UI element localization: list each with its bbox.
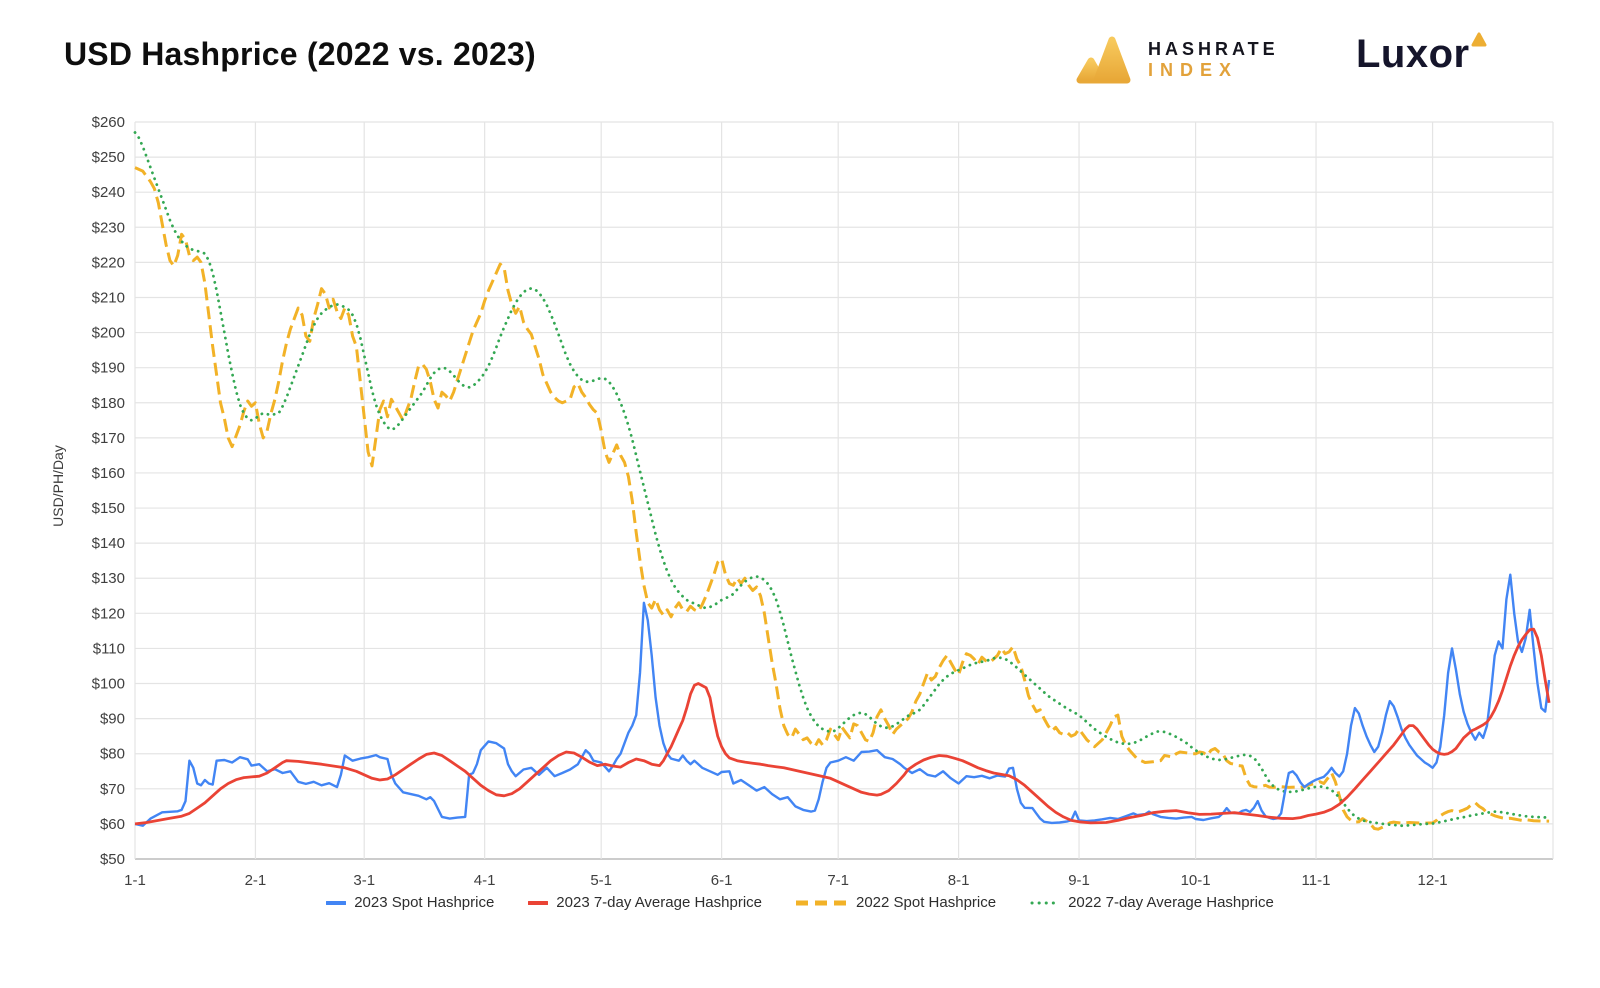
svg-text:10-1: 10-1 bbox=[1181, 872, 1211, 889]
svg-text:6-1: 6-1 bbox=[711, 872, 733, 889]
legend-label-2023-spot: 2023 Spot Hashprice bbox=[354, 894, 495, 911]
legend-label-2023-avg: 2023 7-day Average Hashprice bbox=[556, 894, 762, 911]
svg-text:$250: $250 bbox=[92, 149, 125, 166]
svg-text:12-1: 12-1 bbox=[1418, 872, 1448, 889]
svg-text:$100: $100 bbox=[92, 676, 125, 693]
svg-text:$130: $130 bbox=[92, 570, 125, 587]
legend-label-2022-spot: 2022 Spot Hashprice bbox=[856, 894, 997, 911]
hashrate-index-wordmark-bottom: INDEX bbox=[1148, 60, 1239, 80]
legend-swatch-2023-avg bbox=[528, 900, 549, 905]
svg-text:2-1: 2-1 bbox=[245, 872, 267, 889]
svg-text:$60: $60 bbox=[100, 816, 125, 833]
svg-text:$50: $50 bbox=[100, 851, 125, 868]
svg-text:$70: $70 bbox=[100, 781, 125, 798]
svg-text:7-1: 7-1 bbox=[827, 872, 849, 889]
luxor-wordmark: Luxor bbox=[1356, 32, 1470, 76]
legend-item-2022-avg: 2022 7-day Average Hashprice bbox=[1030, 894, 1274, 911]
svg-text:$160: $160 bbox=[92, 465, 125, 482]
svg-text:4-1: 4-1 bbox=[474, 872, 496, 889]
svg-text:$180: $180 bbox=[92, 395, 125, 412]
svg-text:$230: $230 bbox=[92, 219, 125, 236]
svg-text:$190: $190 bbox=[92, 360, 125, 377]
svg-text:8-1: 8-1 bbox=[948, 872, 970, 889]
svg-text:3-1: 3-1 bbox=[353, 872, 375, 889]
legend-swatch-2023-spot bbox=[326, 900, 347, 905]
legend-item-2022-spot: 2022 Spot Hashprice bbox=[796, 894, 996, 911]
svg-text:11-1: 11-1 bbox=[1302, 872, 1331, 889]
luxor-logo: Luxor bbox=[1356, 32, 1488, 76]
page-title: USD Hashprice (2022 vs. 2023) bbox=[64, 36, 536, 72]
svg-text:$120: $120 bbox=[92, 605, 125, 622]
legend-item-2023-avg: 2023 7-day Average Hashprice bbox=[528, 894, 762, 911]
svg-text:$150: $150 bbox=[92, 500, 125, 517]
hashrate-index-logo: HASHRATE INDEX bbox=[1076, 34, 1279, 86]
hashrate-index-wordmark-top: HASHRATE bbox=[1148, 39, 1279, 60]
svg-text:$200: $200 bbox=[92, 325, 125, 342]
svg-text:$110: $110 bbox=[93, 640, 125, 657]
legend-item-2023-spot: 2023 Spot Hashprice bbox=[326, 894, 494, 911]
svg-text:$140: $140 bbox=[92, 535, 125, 552]
svg-text:$210: $210 bbox=[92, 289, 125, 306]
legend-swatch-2022-avg bbox=[1030, 901, 1061, 904]
svg-text:9-1: 9-1 bbox=[1068, 872, 1090, 889]
svg-text:$80: $80 bbox=[100, 746, 125, 763]
chart-legend: 2023 Spot Hashprice 2023 7-day Average H… bbox=[0, 894, 1600, 911]
svg-text:1-1: 1-1 bbox=[124, 872, 146, 889]
legend-label-2022-avg: 2022 7-day Average Hashprice bbox=[1068, 894, 1274, 911]
legend-swatch-2022-spot bbox=[796, 900, 848, 905]
svg-text:$220: $220 bbox=[92, 254, 125, 271]
svg-text:$260: $260 bbox=[92, 114, 125, 131]
luxor-triangle-icon bbox=[1471, 32, 1487, 47]
svg-text:$170: $170 bbox=[92, 430, 125, 447]
hashrate-index-triangle-icon bbox=[1076, 36, 1131, 84]
svg-text:5-1: 5-1 bbox=[590, 872, 612, 889]
svg-text:$90: $90 bbox=[100, 711, 125, 728]
svg-text:$240: $240 bbox=[92, 184, 125, 201]
